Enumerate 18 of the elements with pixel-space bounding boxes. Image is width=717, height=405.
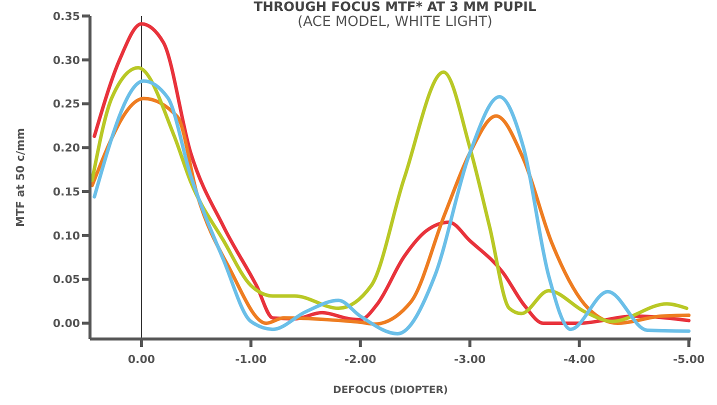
chart-subtitle: (ACE MODEL, WHITE LIGHT) [296, 14, 494, 30]
x-tick-label: -1.00 [235, 352, 268, 366]
x-tick-label: -5.00 [672, 352, 706, 366]
x-tick-label: -4.00 [563, 352, 596, 366]
y-tick-label: 0.25 [52, 98, 80, 111]
y-tick-label: 0.05 [52, 273, 80, 286]
y-tick-label: 0.20 [52, 142, 80, 155]
y-tick-label: 0.00 [52, 317, 80, 330]
x-axis-title: DEFOCUS (DIOPTER) [333, 385, 448, 396]
y-tick-label: 0.35 [52, 10, 80, 23]
chart-title: THROUGH FOCUS MTF* AT 3 MM PUPIL [252, 0, 538, 15]
y-axis-title: MTF at 50 c/mm [14, 128, 27, 227]
y-tick-label: 0.30 [52, 54, 80, 67]
x-tick-label: -2.00 [344, 352, 377, 366]
x-tick-label: -3.00 [454, 352, 486, 366]
y-tick-label: 0.15 [52, 185, 80, 198]
x-tick-label: 0.00 [128, 352, 156, 366]
y-tick-label: 0.10 [52, 229, 80, 242]
